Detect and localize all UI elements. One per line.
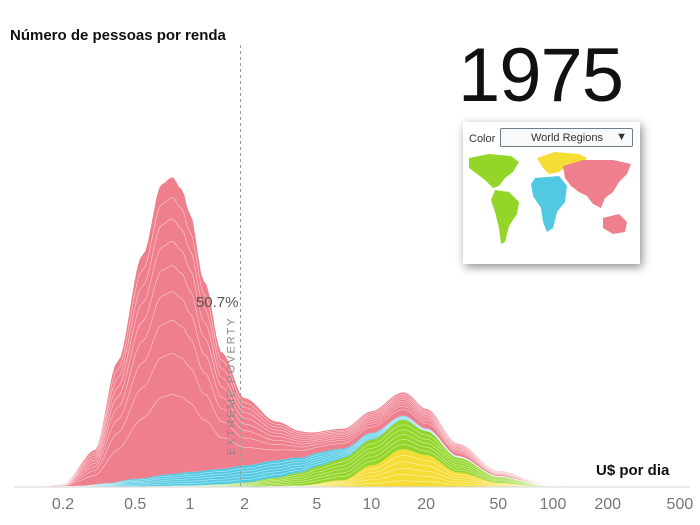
chevron-down-icon: ▼ <box>616 131 627 143</box>
contour-asia-8 <box>28 197 695 488</box>
x-tick-label: 10 <box>363 496 381 513</box>
color-select[interactable]: World Regions ▼ <box>500 128 633 147</box>
x-tick-label: 5 <box>312 496 321 513</box>
x-tick-label: 2 <box>240 496 249 513</box>
y-axis-title: Número de pessoas por renda <box>10 27 226 44</box>
map-region-europe[interactable] <box>537 152 587 174</box>
x-tick-label: 200 <box>594 496 621 513</box>
x-tick-label: 20 <box>417 496 435 513</box>
map-region-americas[interactable] <box>469 154 519 244</box>
x-axis-title: U$ por dia <box>596 462 670 479</box>
map-region-asia[interactable] <box>563 160 631 208</box>
x-axis-ticks: 0.2 0.5 1 2 5 10 20 50 100 200 500 <box>52 496 693 513</box>
world-map-icon[interactable] <box>463 152 640 262</box>
x-tick-label: 0.2 <box>52 496 74 513</box>
extreme-poverty-label: EXTREME POVERTY <box>226 316 238 455</box>
x-tick-label: 1 <box>185 496 194 513</box>
year-display: 1975 <box>458 33 624 118</box>
x-tick-label: 100 <box>540 496 567 513</box>
x-tick-label: 500 <box>667 496 694 513</box>
poverty-share-label: 50.7% <box>196 294 239 311</box>
area-europe[interactable] <box>29 449 695 487</box>
x-tick-label: 0.5 <box>124 496 146 513</box>
map-region-oceania[interactable] <box>603 214 627 234</box>
color-legend-panel: Color World Regions ▼ <box>463 122 640 264</box>
color-label: Color <box>469 133 496 145</box>
map-region-africa[interactable] <box>531 176 567 232</box>
area-asia[interactable] <box>29 177 695 488</box>
color-select-value: World Regions <box>531 132 603 144</box>
x-tick-label: 50 <box>489 496 507 513</box>
